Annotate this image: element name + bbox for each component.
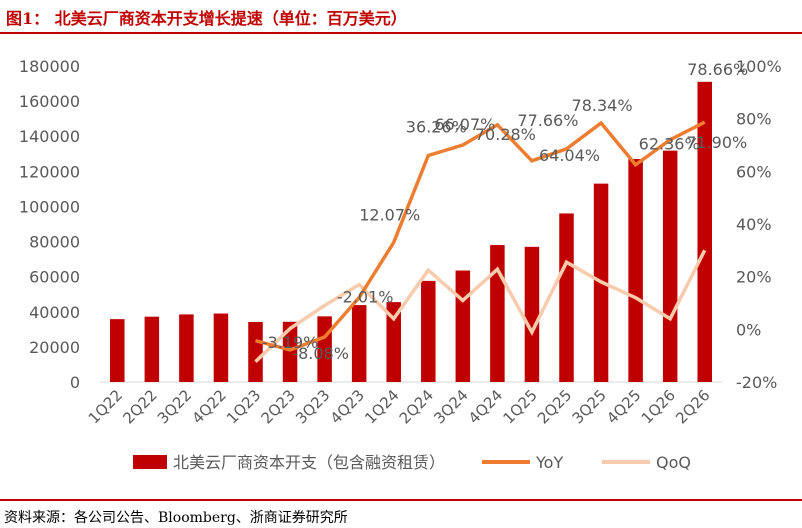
y-left-tick-label: 140000 <box>19 127 80 146</box>
legend-swatch-capex <box>133 455 167 469</box>
data-label: 77.66% <box>517 111 578 130</box>
legend-label-qoq: QoQ <box>656 453 691 472</box>
x-tick-label: 1Q24 <box>361 386 402 427</box>
bar-2Q25 <box>559 213 574 382</box>
y-left-tick-label: 160000 <box>19 92 80 111</box>
bar-2Q23 <box>282 321 298 382</box>
bar-1Q24 <box>386 302 401 382</box>
y-left-tick-label: 80000 <box>29 233 80 252</box>
bar-1Q26 <box>662 150 678 382</box>
line-yoy <box>255 120 706 352</box>
y-right-tick-label: -20% <box>736 373 777 392</box>
x-tick-label: 1Q26 <box>638 386 679 427</box>
y-left-tick-label: 20000 <box>29 338 80 357</box>
x-tick-label: 3Q25 <box>569 386 610 427</box>
data-label: 62.36% <box>639 135 700 154</box>
bar-1Q25 <box>524 246 540 382</box>
data-label: 64.04% <box>539 146 600 165</box>
y-left-tick-label: 60000 <box>29 268 80 287</box>
capex-chart: 0 20000 40000 60000 80000 100000 120000 140000 1… <box>19 57 782 472</box>
x-tick-label: 3Q24 <box>430 386 471 427</box>
bar-2Q26 <box>697 81 712 383</box>
data-label: -2.01% <box>337 288 394 307</box>
bar-1Q22 <box>110 319 125 382</box>
line-series <box>254 120 707 363</box>
x-tick-label: 2Q23 <box>258 386 299 427</box>
y-right-tick-label: 60% <box>736 162 772 181</box>
y-left-tick-label: 0 <box>70 373 80 392</box>
legend: 北美云厂商资本开支（包含融资租赁） YoY QoQ <box>133 453 691 472</box>
y-left-tick-label: 120000 <box>19 162 80 181</box>
x-tick-label: 3Q22 <box>154 386 195 427</box>
x-tick-label: 1Q23 <box>223 386 264 427</box>
bar-series <box>110 81 712 383</box>
data-label: 12.07% <box>359 205 420 224</box>
source-note: 资料来源：各公司公告、Bloomberg、浙商证券研究所 <box>4 510 348 526</box>
x-tick-label: 4Q22 <box>188 386 229 427</box>
data-label: 36.26% <box>406 118 467 137</box>
bar-4Q24 <box>490 245 505 382</box>
data-label: 78.34% <box>572 96 633 115</box>
bar-2Q22 <box>144 316 160 382</box>
data-label: -3.19% <box>262 333 319 352</box>
x-tick-label: 2Q22 <box>119 386 160 427</box>
bar-4Q25 <box>628 159 643 382</box>
title-bar: 图1： 北美云厂商资本开支增长提速（单位：百万美元） <box>0 0 802 34</box>
x-tick-label: 1Q25 <box>499 386 540 427</box>
bar-2Q24 <box>421 280 436 382</box>
x-tick-label: 2Q26 <box>672 386 713 427</box>
figure-title: 图1： 北美云厂商资本开支增长提速（单位：百万美元） <box>6 9 407 28</box>
y-left-axis: 0 20000 40000 60000 80000 100000 120000 140000 1… <box>19 57 80 392</box>
y-right-tick-label: 20% <box>736 268 772 287</box>
x-axis: 1Q222Q223Q224Q221Q232Q233Q234Q231Q242Q24… <box>85 386 714 427</box>
x-tick-label: 4Q24 <box>465 386 506 427</box>
data-label: 66.07% <box>434 115 495 134</box>
y-right-tick-label: 0% <box>736 320 761 339</box>
y-left-tick-label: 180000 <box>19 57 80 76</box>
x-tick-label: 1Q22 <box>85 386 126 427</box>
y-right-tick-label: 80% <box>736 110 772 129</box>
y-left-tick-label: 100000 <box>19 197 80 216</box>
legend-label-capex: 北美云厂商资本开支（包含融资租赁） <box>173 453 445 472</box>
x-tick-label: 4Q23 <box>327 386 368 427</box>
bar-3Q22 <box>179 314 194 382</box>
x-tick-label: 4Q25 <box>603 386 644 427</box>
data-label: 71.90% <box>686 133 747 152</box>
data-label: 70.28% <box>475 125 536 144</box>
x-tick-label: 3Q23 <box>292 386 333 427</box>
y-right-tick-label: 100% <box>736 57 782 76</box>
y-right-tick-label: 40% <box>736 215 772 234</box>
legend-label-yoy: YoY <box>535 453 563 472</box>
line-qoq <box>254 249 707 363</box>
data-label: -8.08% <box>292 344 349 363</box>
x-tick-label: 2Q25 <box>534 386 575 427</box>
bar-3Q24 <box>455 270 471 382</box>
source-bar: 资料来源：各公司公告、Bloomberg、浙商证券研究所 <box>0 499 802 528</box>
bar-4Q23 <box>351 305 367 382</box>
y-right-axis: -20% 0% 20% 40% 60% 80% 100% <box>736 57 782 392</box>
data-label: 78.66% <box>687 60 748 79</box>
x-tick-label: 2Q24 <box>396 386 437 427</box>
y-left-tick-label: 40000 <box>29 303 80 322</box>
bar-4Q22 <box>213 313 229 382</box>
bar-1Q23 <box>248 321 263 382</box>
data-labels: -3.19%-8.08% -2.01% 12.07% 36.26%66.07%70.2… <box>262 60 748 363</box>
